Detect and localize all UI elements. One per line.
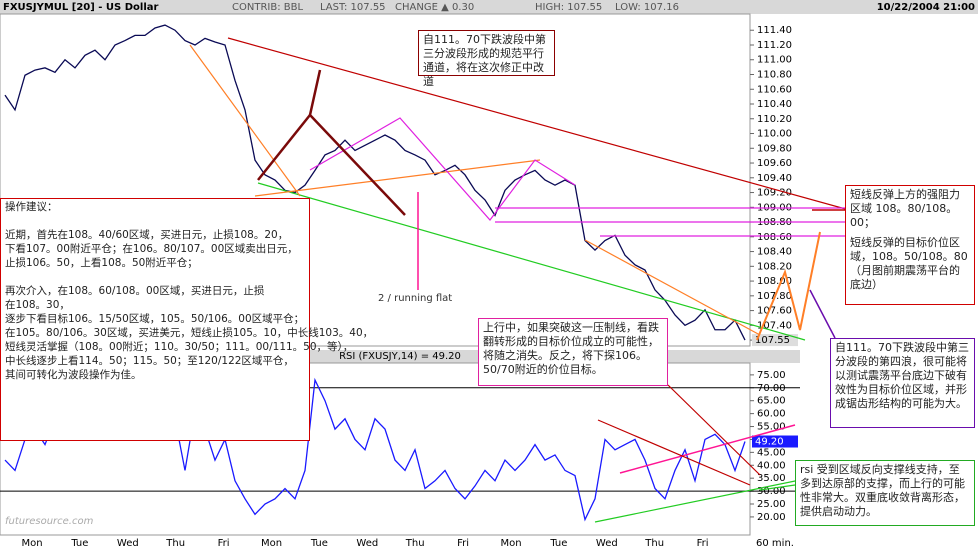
- arrow: [257, 114, 311, 181]
- arrow: [809, 289, 836, 339]
- y-tick-label: 60.00: [757, 409, 786, 420]
- interval-label: 60 min.: [756, 538, 794, 549]
- y-tick-label: 111.00: [757, 55, 792, 66]
- orange-line: [584, 239, 761, 336]
- orange-line: [189, 44, 301, 197]
- last: LAST: 107.55: [320, 2, 386, 13]
- advice-line: 逐步下看目标106。15/50区域，105。50/106。00区域平仓；: [5, 313, 305, 325]
- y-tick-label: 110.60: [757, 84, 792, 95]
- y-tick-label: 65.00: [757, 396, 786, 407]
- breakout-note: 上行中，如果突破这一压制线，看跌翻转形成的目标价位成立的可能性，将随之消失。反之…: [478, 318, 668, 386]
- x-tick-label: Tue: [549, 538, 567, 549]
- x-tick-label: Mon: [261, 538, 282, 549]
- x-tick-label: Tue: [70, 538, 88, 549]
- target-note: 短线反弹的目标价位区域，108。50/108。80（月图前期震荡平台的底边）: [850, 236, 968, 291]
- y-tick-label: 109.20: [757, 188, 792, 199]
- advice-line: [5, 271, 305, 285]
- high: HIGH: 107.55: [535, 2, 602, 13]
- x-tick-label: Thu: [405, 538, 425, 549]
- pointer: [667, 384, 761, 476]
- y-tick-label: 111.40: [757, 25, 792, 36]
- change: CHANGE ▲ 0.30: [395, 2, 474, 13]
- low: LOW: 107.16: [615, 2, 679, 13]
- y-tick-label: 108.20: [757, 261, 792, 272]
- advice-line: 再次介入，在108。60/108。00区域，买进日元，止损: [5, 285, 265, 297]
- y-tick-label: 20.00: [757, 512, 786, 523]
- advice-line: 下看107。00附近平仓；在106。80/107。00区域卖出日元，: [5, 243, 298, 255]
- advice-box: 操作建议： 近期，首先在108。40/60区域，买进日元，止损108。20， 下看1…: [0, 198, 374, 441]
- wave-note: 自111。70下跌波段中第三分波段的第四浪，很可能将以测试震荡平台底边下破有效性…: [830, 338, 975, 428]
- y-tick-label: 75.00: [757, 370, 786, 381]
- watermark: futuresource.com: [5, 516, 94, 527]
- current-label: 107.55: [755, 335, 790, 346]
- y-tick-label: 35.00: [757, 473, 786, 484]
- y-tick-label: 110.80: [757, 69, 792, 80]
- rsi-line: [594, 479, 801, 523]
- x-tick-label: Fri: [697, 538, 709, 549]
- date: 10/22/2004 21:00: [877, 2, 975, 13]
- advice-line: 短线灵活掌握（108。00附近；110。30/50；111。00/111。50，…: [5, 341, 354, 353]
- header-bar: [0, 0, 978, 14]
- x-tick-label: Mon: [500, 538, 521, 549]
- advice-line: 止损106。50，上看108。50附近平仓；: [5, 257, 198, 269]
- y-tick-label: 45.00: [757, 447, 786, 458]
- orange-line: [254, 159, 541, 197]
- wave-label: 2 / running flat: [378, 293, 452, 304]
- y-tick-label: 110.40: [757, 99, 792, 110]
- x-tick-label: Wed: [117, 538, 139, 549]
- advice-line: 中长线逐步上看114。50；115。50；至120/122区域平仓，: [5, 355, 294, 367]
- y-tick-label: 107.60: [757, 306, 792, 317]
- current-tag: [752, 334, 798, 347]
- y-tick-label: 108.00: [757, 276, 792, 287]
- y-tick-label: 111.20: [757, 40, 792, 51]
- y-tick-label: 108.60: [757, 232, 792, 243]
- x-tick-label: Thu: [644, 538, 664, 549]
- resistance-note: 短线反弹上方的强阻力区域 108。80/108。00；: [850, 188, 960, 229]
- y-tick-label: 108.40: [757, 247, 792, 258]
- x-tick-label: Fri: [457, 538, 469, 549]
- advice-line: [5, 215, 305, 229]
- rsi-line: [597, 419, 751, 486]
- pointer: [759, 484, 796, 491]
- x-tick-label: Mon: [21, 538, 42, 549]
- y-tick-label: 107.40: [757, 320, 792, 331]
- y-tick-label: 55.00: [757, 422, 786, 433]
- y-tick-label: 109.60: [757, 158, 792, 169]
- channel-bottom: [257, 182, 806, 341]
- x-tick-label: Thu: [165, 538, 185, 549]
- drawings: [189, 37, 861, 523]
- zigzag: [309, 117, 576, 221]
- y-tick-label: 110.00: [757, 129, 792, 140]
- current-tag: [752, 435, 798, 448]
- advice-line: 操作建议：: [5, 201, 58, 213]
- y-tick-label: 109.40: [757, 173, 792, 184]
- advice-line: 在108。30，: [5, 299, 70, 311]
- advice-line: 其间可转化为波段操作为佳。: [5, 369, 142, 381]
- rsi-title: RSI (FXUSJY,14) = 49.20: [339, 351, 461, 362]
- rsi-line: [619, 424, 796, 474]
- contrib: CONTRIB: BBL: [232, 2, 303, 13]
- advice-line: 在105。80/106。30区域，买进美元，短线止损105。10，中长线103。…: [5, 327, 374, 339]
- symbol: FXUSJYMUL [20] - US Dollar: [3, 2, 158, 13]
- channel-note: 自111。70下跌波段中第三分波段形成的规范平行通道，将在这次修正中改道: [418, 30, 555, 88]
- x-tick-label: Wed: [596, 538, 618, 549]
- channel-top: [227, 37, 861, 214]
- x-tick-label: Tue: [310, 538, 328, 549]
- current-label: 49.20: [755, 437, 784, 448]
- x-tick-label: Wed: [356, 538, 378, 549]
- rsi-note: rsi 受到区域反向支撑线支持，至多到达原部的支撑，而上行的可能性非常大。双重底…: [795, 460, 975, 526]
- projection: [756, 231, 821, 341]
- series-line: [4, 24, 746, 341]
- resistance-box: 短线反弹上方的强阻力区域 108。80/108。00； 短线反弹的目标价位区域，…: [845, 185, 975, 305]
- advice-line: 近期，首先在108。40/60区域，买进日元，止损108。20，: [5, 229, 289, 241]
- y-tick-label: 40.00: [757, 460, 786, 471]
- y-tick-label: 25.00: [757, 499, 786, 510]
- x-tick-label: Fri: [218, 538, 230, 549]
- y-tick-label: 109.80: [757, 143, 792, 154]
- y-tick-label: 110.20: [757, 114, 792, 125]
